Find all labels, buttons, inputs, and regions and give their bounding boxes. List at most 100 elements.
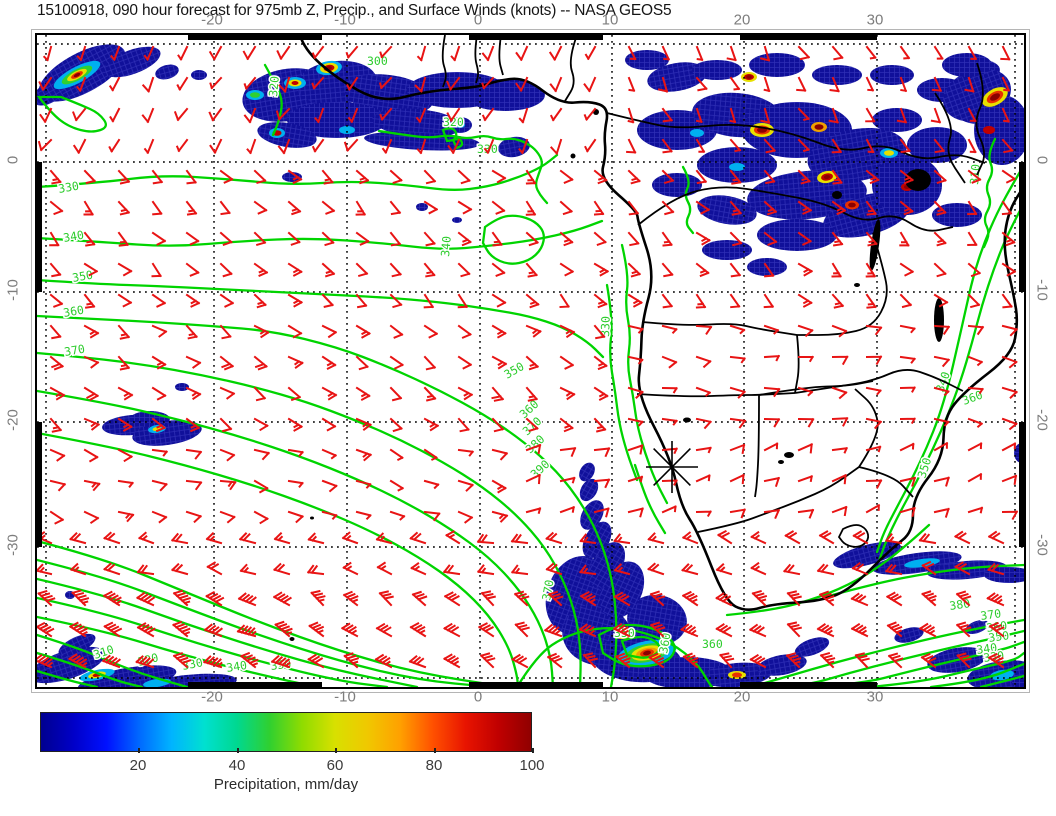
wind-barb (141, 107, 155, 124)
top-axis-tick-label: 30 (866, 11, 884, 29)
wind-barb (355, 324, 371, 339)
wind-barb (525, 355, 540, 371)
wind-barb (661, 138, 673, 154)
wind-barb (649, 590, 666, 607)
wind-barb (243, 76, 257, 90)
wind-barb (237, 592, 257, 607)
wind-barb (411, 590, 428, 607)
wind-barb (546, 652, 563, 669)
wind-barb (956, 652, 972, 669)
wind-barb (831, 355, 849, 366)
wind-barb (933, 293, 949, 308)
wind-barb (797, 138, 810, 153)
wind-barb (1001, 324, 1019, 337)
wind-barb (899, 355, 916, 364)
wind-barb (83, 262, 99, 277)
country-border (606, 112, 986, 164)
wind-barb (786, 621, 803, 638)
precip-patch (697, 195, 757, 225)
wind-barb (749, 653, 767, 669)
wind-barb (626, 138, 637, 154)
wind-barb (525, 473, 541, 485)
colorbar-tick-label: 80 (425, 757, 443, 774)
wind-barb (850, 622, 869, 638)
wind-barb (797, 262, 813, 277)
wind-barb (967, 293, 981, 309)
wind-barb (355, 262, 369, 278)
wind-barb (151, 448, 169, 457)
wind-barb (593, 200, 605, 216)
wind-barb (177, 45, 189, 61)
wind-barb (899, 386, 916, 393)
wind-barb (559, 324, 576, 339)
wind-barb (695, 324, 713, 335)
wind-barb (151, 200, 163, 216)
wind-barb (423, 386, 437, 402)
wind-barb (865, 231, 878, 247)
precip-patch (191, 70, 207, 80)
wind-barb (446, 76, 461, 91)
wind-barb (49, 262, 62, 278)
wind-barb (355, 293, 368, 309)
height-contour-320 (37, 558, 494, 687)
wind-barb (389, 200, 402, 216)
wind-barb (49, 417, 63, 433)
wind-barb (242, 45, 257, 61)
wind-barb (345, 45, 359, 59)
lake-or-island (683, 417, 691, 423)
height-contour-360 (515, 626, 714, 687)
wind-barb-layer (37, 45, 1019, 669)
wind-barb (584, 138, 597, 153)
right-axis-tick-label: -20 (1033, 409, 1051, 431)
wind-barb (185, 386, 202, 401)
wind-barb (450, 45, 461, 62)
wind-barb (355, 169, 370, 185)
wind-barb (899, 324, 916, 334)
wind-barb (593, 386, 609, 401)
precip-patch (282, 172, 302, 182)
contour-label: 340 (225, 658, 248, 675)
precip-patch (872, 108, 922, 132)
wind-barb (593, 324, 606, 340)
precip-core (455, 122, 465, 128)
wind-barb (219, 510, 236, 524)
wind-barb (151, 293, 167, 308)
wind-barb (760, 107, 771, 124)
wind-barb (219, 386, 236, 400)
contour-label: 330 (57, 179, 80, 196)
height-contour-350 (869, 651, 1024, 687)
contour-label: 340 (438, 235, 454, 257)
wind-barb (593, 169, 608, 185)
wind-barb (886, 591, 903, 607)
wind-barb (69, 531, 87, 545)
wind-barb (185, 262, 200, 277)
wind-barb (423, 510, 441, 522)
wind-barb (884, 563, 903, 576)
height-contour-310 (481, 214, 545, 265)
wind-barb (49, 169, 62, 185)
wind-barb (578, 623, 597, 638)
wind-barb (176, 76, 189, 91)
precipitation-colorbar (40, 712, 532, 752)
wind-barb (109, 107, 121, 123)
wind-barb (457, 293, 469, 309)
height-contour-350 (877, 201, 1024, 563)
contour-label: 350 (71, 268, 94, 285)
top-axis-tick-label: -20 (201, 11, 223, 29)
wind-barb (783, 563, 801, 576)
wind-barb (389, 293, 403, 309)
wind-barb (1001, 293, 1013, 309)
wind-barb (423, 448, 438, 461)
wind-barb (83, 510, 100, 524)
precip-core (848, 202, 856, 208)
wind-barb (614, 652, 631, 669)
wind-barb (389, 231, 402, 247)
wind-barb (613, 563, 631, 576)
wind-barb (37, 589, 56, 607)
height-contour-360 (620, 635, 661, 659)
wind-barb (816, 623, 835, 638)
wind-barb (457, 417, 470, 433)
wind-barb (491, 231, 503, 247)
zebra-segment (740, 35, 877, 40)
wind-barb (355, 231, 370, 246)
